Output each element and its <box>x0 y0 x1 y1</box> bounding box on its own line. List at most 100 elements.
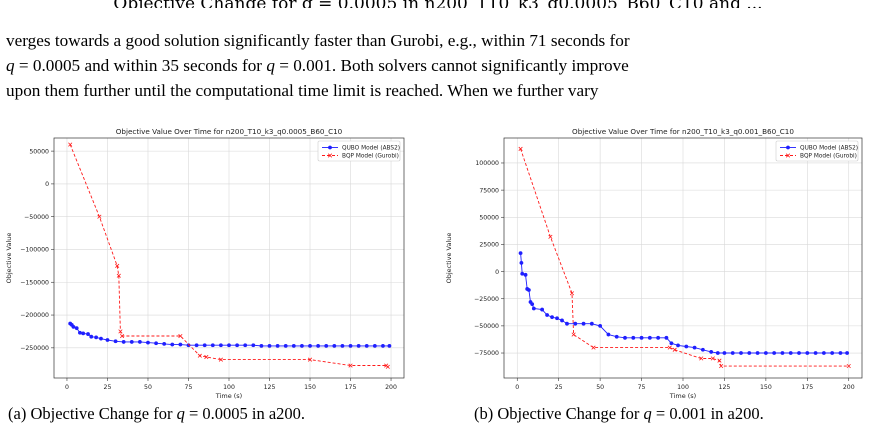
x-tick-label: 100 <box>677 384 689 391</box>
qubo-series-point <box>518 251 523 256</box>
bqp-series-point <box>672 347 677 352</box>
bqp-series-point <box>518 146 523 151</box>
bqp-series-point <box>348 363 353 368</box>
x-tick-label: 100 <box>223 384 235 391</box>
qubo-series-line <box>69 323 390 347</box>
qubo-series-point <box>730 351 735 355</box>
figure-a-caption: (a) Objective Change for q = 0.0005 in a… <box>8 404 305 424</box>
legend-swatch-marker <box>327 153 333 158</box>
bqp-series-point <box>719 363 724 369</box>
qubo-series-point <box>267 343 272 348</box>
qubo-series-point <box>614 334 619 339</box>
chart-legend <box>775 140 859 162</box>
qubo-series-point <box>259 343 264 348</box>
bqp-series-point <box>710 356 715 361</box>
qubo-series-point <box>520 271 525 276</box>
y-tick-label: −250000 <box>20 345 49 352</box>
bqp-series-point <box>119 333 125 339</box>
legend-swatch-marker <box>328 145 332 150</box>
qubo-series-point <box>531 306 536 311</box>
x-tick-label: 200 <box>843 384 855 391</box>
paragraph-line-1: verges towards a good solution significa… <box>6 31 630 50</box>
chart-legend <box>317 140 401 162</box>
qubo-series-point <box>530 302 535 307</box>
qubo-series-point <box>332 343 337 348</box>
bqp-series-point <box>667 345 672 350</box>
x-tick-label: 150 <box>760 384 772 391</box>
qubo-series-point <box>763 351 768 355</box>
plot-frame <box>503 137 863 379</box>
qubo-series-point <box>364 343 369 348</box>
qubo-series-point <box>218 343 223 348</box>
math-q: q <box>6 56 15 75</box>
qubo-series-point <box>523 272 528 277</box>
x-tick-label: 125 <box>719 384 731 391</box>
qubo-series-point <box>838 351 843 355</box>
paragraph-line-2: q = 0.0005 and within 35 seconds for q =… <box>6 53 870 78</box>
qubo-series-point <box>589 321 594 326</box>
paragraph-line-2-b: = 0.001. Both solvers cannot significant… <box>274 56 629 75</box>
qubo-series-point <box>210 343 215 348</box>
plot-frame <box>53 137 405 379</box>
math-q: q <box>643 404 652 423</box>
qubo-series-point <box>194 343 199 348</box>
qubo-series-point <box>300 343 304 348</box>
x-tick-label: 125 <box>264 384 276 391</box>
qubo-series-point <box>545 313 549 317</box>
qubo-series-point <box>560 318 564 323</box>
qubo-series-point <box>709 350 714 354</box>
paragraph-line-2-a: = 0.0005 and within 35 seconds for <box>14 56 267 75</box>
qubo-series-point <box>162 342 167 346</box>
qubo-series-point <box>722 351 727 355</box>
x-tick-label: 150 <box>304 384 316 391</box>
qubo-series-point <box>291 343 296 348</box>
x-tick-label: 75 <box>638 384 646 391</box>
qubo-series-point <box>340 343 345 348</box>
qubo-series-point <box>251 343 256 348</box>
qubo-series-point <box>146 340 150 345</box>
y-tick-label: −200000 <box>20 312 49 319</box>
qubo-series-point <box>581 321 586 326</box>
qubo-series-point <box>715 351 720 355</box>
qubo-series-point <box>74 326 79 331</box>
x-tick-label: 0 <box>515 384 519 391</box>
qubo-series-point <box>186 343 191 348</box>
qubo-series-point <box>813 351 818 355</box>
figure-b-chart: Objective Value Over Time for n200_T10_k… <box>445 127 863 400</box>
qubo-series-point <box>137 340 142 344</box>
x-tick-label: 200 <box>385 384 397 391</box>
qubo-series-point <box>647 335 652 340</box>
y-tick-label: −150000 <box>20 279 49 286</box>
bqp-series-line <box>520 148 849 367</box>
qubo-series-point <box>526 288 531 292</box>
qubo-series-point <box>805 351 810 355</box>
chart-title: Objective Value Over Time for n200_T10_k… <box>116 127 343 136</box>
y-tick-label: 25000 <box>479 242 499 249</box>
bqp-series-point <box>218 357 223 362</box>
bqp-series-point <box>118 329 123 334</box>
y-tick-label: 0 <box>45 181 49 188</box>
y-axis-label: Objective Value <box>5 233 13 284</box>
y-tick-label: 75000 <box>479 187 499 194</box>
qubo-series-point <box>372 343 377 348</box>
paragraph-line-3: upon them further until the computationa… <box>6 81 599 100</box>
y-tick-label: 0 <box>495 269 499 276</box>
qubo-series-point <box>772 351 777 355</box>
x-tick-label: 0 <box>65 384 69 391</box>
legend-label: QUBO Model (ABS2) <box>342 146 400 152</box>
qubo-series-point <box>316 343 321 348</box>
qubo-series-point <box>656 335 661 340</box>
math-q: q <box>266 56 275 75</box>
legend-label: QUBO Model (ABS2) <box>800 146 858 152</box>
qubo-series-point <box>154 341 158 346</box>
qubo-series-point <box>202 343 207 348</box>
caption-b-suffix: = 0.001 in a200. <box>651 404 764 423</box>
bqp-series-point <box>591 345 596 350</box>
qubo-series-point <box>669 341 674 346</box>
x-axis-label: Time (s) <box>215 392 242 400</box>
qubo-series-point <box>381 343 385 348</box>
qubo-series-point <box>348 343 353 348</box>
x-tick-label: 175 <box>801 384 813 391</box>
qubo-series-point <box>81 331 86 336</box>
qubo-series-point <box>623 335 627 340</box>
